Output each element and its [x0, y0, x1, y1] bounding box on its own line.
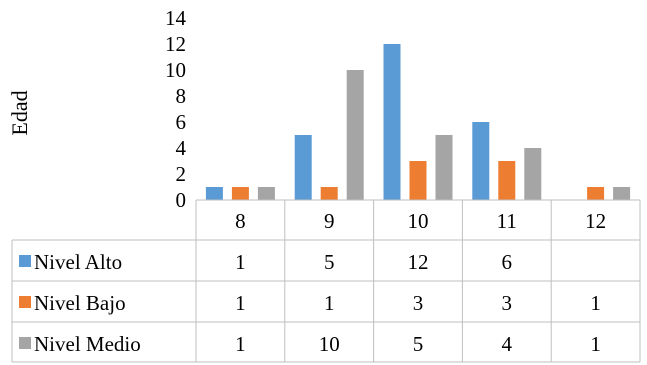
bar-nivel-bajo-12	[587, 187, 605, 200]
table-cell: 1	[235, 291, 246, 315]
bar-nivel-medio-12	[613, 187, 631, 200]
table-cell: 3	[502, 291, 513, 315]
table-cell: 1	[235, 332, 246, 356]
category-label: 9	[324, 209, 335, 233]
table-cell: 10	[319, 332, 340, 356]
legend-label: Nivel Alto	[34, 250, 122, 274]
bar-nivel-alto-11	[472, 122, 490, 200]
table-cell: 6	[502, 250, 513, 274]
category-label: 12	[585, 209, 606, 233]
y-tick-label: 12	[165, 32, 186, 56]
category-label: 11	[497, 209, 517, 233]
bar-nivel-bajo-9	[320, 187, 338, 200]
table-cell: 1	[590, 291, 601, 315]
y-tick-label: 10	[165, 58, 186, 82]
table-cell: 1	[324, 291, 335, 315]
y-tick-label: 14	[165, 6, 187, 30]
legend-swatch	[19, 337, 31, 349]
legend-label: Nivel Medio	[34, 332, 141, 356]
table-cell: 1	[235, 250, 246, 274]
bar-nivel-bajo-10	[409, 161, 427, 200]
bar-group	[205, 44, 631, 200]
y-tick-label: 2	[176, 162, 187, 186]
y-tick-label: 6	[176, 110, 187, 134]
bar-nivel-medio-10	[435, 135, 453, 200]
bar-nivel-medio-11	[524, 148, 542, 200]
legend-swatch	[19, 296, 31, 308]
y-tick-label: 8	[176, 84, 187, 108]
y-tick-label: 4	[176, 136, 187, 160]
table-cell: 1	[590, 332, 601, 356]
bar-nivel-medio-9	[346, 70, 364, 200]
legend-label: Nivel Bajo	[34, 291, 126, 315]
bar-nivel-alto-10	[383, 44, 401, 200]
legend-swatch	[19, 255, 31, 267]
table-cell: 4	[502, 332, 513, 356]
table-cell: 12	[408, 250, 429, 274]
bar-nivel-alto-8	[205, 187, 223, 200]
category-label: 10	[408, 209, 429, 233]
bar-nivel-bajo-11	[498, 161, 516, 200]
y-axis-title: Edad	[7, 90, 32, 135]
table-cell: 5	[324, 250, 335, 274]
table-cell: 3	[413, 291, 424, 315]
bar-nivel-medio-8	[257, 187, 275, 200]
table-cell: 5	[413, 332, 424, 356]
bar-nivel-alto-9	[294, 135, 312, 200]
bar-nivel-bajo-8	[231, 187, 249, 200]
y-tick-label: 0	[176, 188, 187, 212]
category-label: 8	[235, 209, 246, 233]
data-table-grid	[11, 199, 641, 363]
